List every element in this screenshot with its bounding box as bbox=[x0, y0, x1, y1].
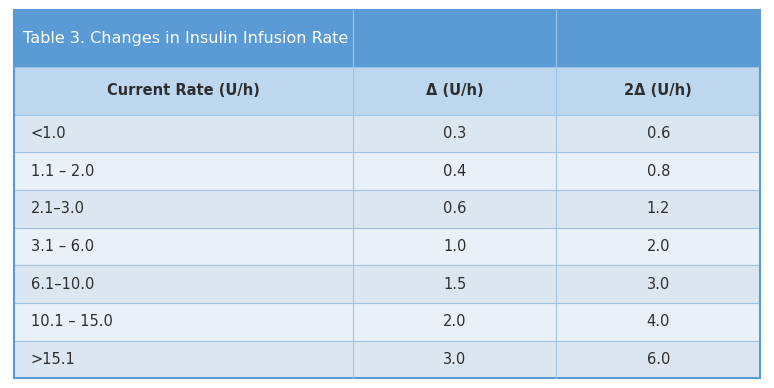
Text: 0.6: 0.6 bbox=[646, 126, 670, 141]
Text: 3.0: 3.0 bbox=[444, 352, 467, 367]
Bar bbox=[14, 67, 760, 115]
Text: 10.1 – 15.0: 10.1 – 15.0 bbox=[31, 314, 113, 329]
Text: 3.1 – 6.0: 3.1 – 6.0 bbox=[31, 239, 94, 254]
Text: 2.0: 2.0 bbox=[646, 239, 670, 254]
Text: 3.0: 3.0 bbox=[646, 277, 670, 292]
Text: 4.0: 4.0 bbox=[646, 314, 670, 329]
Bar bbox=[14, 10, 760, 67]
Text: 2Δ (U/h): 2Δ (U/h) bbox=[625, 83, 692, 98]
Bar bbox=[14, 115, 760, 152]
Text: 2.0: 2.0 bbox=[444, 314, 467, 329]
Bar bbox=[14, 341, 760, 378]
Text: 0.4: 0.4 bbox=[444, 164, 467, 179]
Bar bbox=[14, 152, 760, 190]
Text: 1.1 – 2.0: 1.1 – 2.0 bbox=[31, 164, 94, 179]
Bar bbox=[14, 303, 760, 341]
Text: >15.1: >15.1 bbox=[31, 352, 76, 367]
Text: 0.3: 0.3 bbox=[444, 126, 467, 141]
Text: 0.6: 0.6 bbox=[444, 201, 467, 217]
Bar bbox=[14, 190, 760, 228]
Text: 2.1–3.0: 2.1–3.0 bbox=[31, 201, 85, 217]
Text: Table 3. Changes in Insulin Infusion Rate: Table 3. Changes in Insulin Infusion Rat… bbox=[23, 31, 348, 46]
Text: 1.2: 1.2 bbox=[646, 201, 670, 217]
Text: Δ (U/h): Δ (U/h) bbox=[426, 83, 484, 98]
Text: 0.8: 0.8 bbox=[646, 164, 670, 179]
Text: 6.0: 6.0 bbox=[646, 352, 670, 367]
Text: 6.1–10.0: 6.1–10.0 bbox=[31, 277, 94, 292]
Text: 1.0: 1.0 bbox=[444, 239, 467, 254]
Text: 1.5: 1.5 bbox=[444, 277, 467, 292]
Bar bbox=[14, 228, 760, 265]
Text: <1.0: <1.0 bbox=[31, 126, 67, 141]
Text: Current Rate (U/h): Current Rate (U/h) bbox=[108, 83, 260, 98]
Bar bbox=[14, 265, 760, 303]
